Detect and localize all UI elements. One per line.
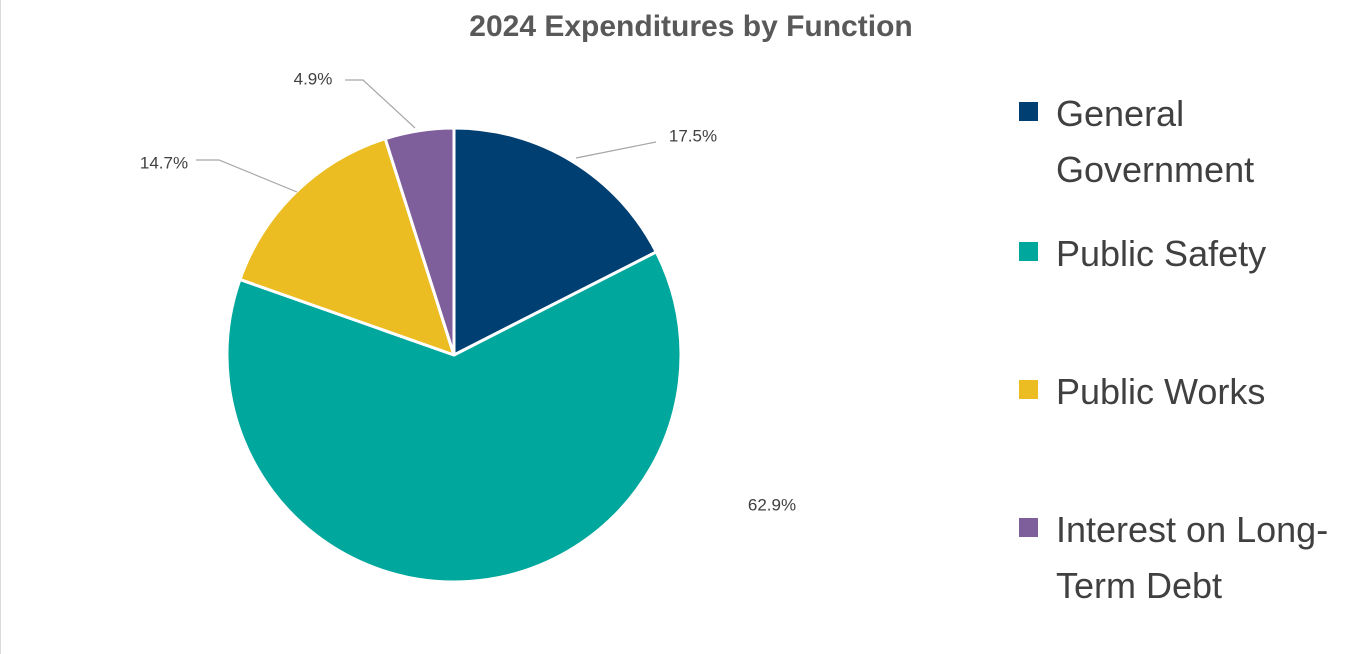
pie-slice-general-government [452,126,658,357]
legend-swatch-interest-on-long-term-debt [1019,518,1038,537]
legend-item-public-works: Public Works [1019,370,1363,420]
legend-item-general-government: General Government [1019,92,1363,198]
legend-label-interest-on-long-term-debt: Interest on Long-Term Debt [1056,509,1329,606]
legend-label-general-government: General Government [1056,93,1255,190]
data-labels: 17.5% 62.9% 14.7% 4.9% [140,69,796,514]
pie-slices [225,126,683,584]
pie-slice-interest-on-long-term-debt [383,126,456,357]
leader-line-public-works [196,159,298,193]
legend-swatch-public-works [1019,380,1038,399]
pie-slice-public-safety [225,250,683,584]
legend-item-public-safety: Public Safety [1019,232,1363,282]
legend-label-public-safety: Public Safety [1056,233,1267,274]
legend-label-public-works: Public Works [1056,371,1266,412]
data-label-public-safety: 62.9% [748,495,796,514]
legend-swatch-public-safety [1019,242,1038,261]
data-label-interest-on-long-term-debt: 4.9% [294,69,333,88]
leader-line-general-government [575,141,657,159]
leader-line-interest-on-long-term-debt [345,79,416,129]
data-label-public-works: 14.7% [140,153,188,172]
leader-lines [196,79,657,193]
chart-title: 2024 Expenditures by Function [469,10,913,43]
legend-swatch-general-government [1019,102,1038,121]
legend-item-interest-on-long-term-debt: Interest on Long-Term Debt [1019,508,1363,614]
data-label-general-government: 17.5% [669,126,717,145]
